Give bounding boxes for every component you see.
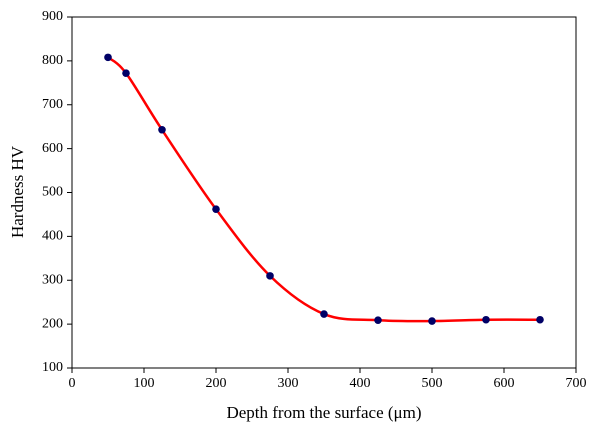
x-tick-label: 100 — [134, 376, 155, 391]
data-line — [107, 56, 541, 323]
x-tick-label: 400 — [350, 376, 371, 391]
y-tick-label: 700 — [42, 97, 63, 112]
y-axis-title: Hardness HV — [8, 145, 27, 238]
y-tick-label: 900 — [42, 9, 63, 24]
data-point — [428, 317, 436, 325]
data-point — [212, 205, 220, 213]
y-tick-label: 200 — [42, 316, 63, 331]
y-tick-label: 500 — [42, 185, 63, 200]
data-point — [536, 315, 544, 324]
y-tick-label: 600 — [42, 141, 63, 156]
data-point — [158, 125, 166, 134]
y-tick-label: 400 — [42, 229, 63, 244]
y-tick-label: 300 — [42, 272, 63, 287]
y-tick-label: 800 — [42, 53, 63, 68]
data-point — [266, 272, 274, 280]
x-axis-title: Depth from the surface (μm) — [226, 403, 421, 422]
y-tick-label: 100 — [42, 360, 63, 375]
data-point — [482, 315, 490, 324]
x-tick-label: 700 — [566, 376, 587, 391]
x-tick-label: 300 — [278, 376, 299, 391]
data-point — [122, 69, 130, 77]
data-point — [374, 316, 382, 324]
x-tick-label: 500 — [422, 376, 443, 391]
x-tick-label: 0 — [69, 376, 76, 391]
data-point — [104, 53, 112, 62]
data-point — [320, 310, 328, 318]
x-tick-label: 200 — [206, 376, 227, 391]
x-tick-label: 600 — [494, 376, 515, 391]
